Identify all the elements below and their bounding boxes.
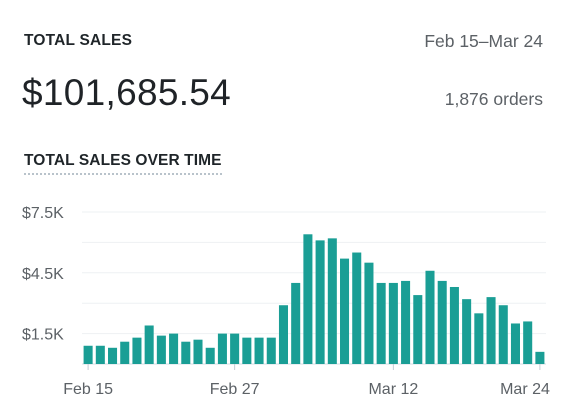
bar[interactable] xyxy=(437,280,447,364)
bar[interactable] xyxy=(474,313,484,364)
bar[interactable] xyxy=(217,333,227,364)
bar[interactable] xyxy=(303,234,313,364)
bar[interactable] xyxy=(523,321,533,364)
bar[interactable] xyxy=(205,347,215,364)
chart-title[interactable]: TOTAL SALES OVER TIME xyxy=(24,152,222,175)
bar[interactable] xyxy=(413,295,423,364)
x-tick-label: Feb 27 xyxy=(210,381,260,398)
bar[interactable] xyxy=(254,337,264,364)
bar[interactable] xyxy=(498,305,508,364)
bar[interactable] xyxy=(327,238,337,364)
orders-count: 1,876 orders xyxy=(444,89,543,109)
bar[interactable] xyxy=(315,240,325,364)
x-tick-label: Mar 12 xyxy=(368,381,418,398)
bar[interactable] xyxy=(95,345,105,364)
bar[interactable] xyxy=(449,286,459,364)
x-tick-label: Feb 15 xyxy=(63,381,113,398)
bar[interactable] xyxy=(108,347,118,364)
bar[interactable] xyxy=(83,345,93,364)
bar[interactable] xyxy=(462,299,472,364)
bar[interactable] xyxy=(535,351,545,364)
y-tick-label: $7.5K xyxy=(22,205,64,222)
bar[interactable] xyxy=(425,270,435,364)
y-tick-label: $1.5K xyxy=(22,327,64,344)
bar[interactable] xyxy=(388,282,398,364)
card-title: TOTAL SALES xyxy=(24,32,133,49)
bar[interactable] xyxy=(352,252,362,364)
bar[interactable] xyxy=(156,335,166,364)
bar[interactable] xyxy=(169,333,179,364)
bar[interactable] xyxy=(510,323,520,364)
bar[interactable] xyxy=(376,282,386,364)
bar[interactable] xyxy=(278,305,288,364)
bar[interactable] xyxy=(193,339,203,364)
bar[interactable] xyxy=(340,258,350,364)
bar[interactable] xyxy=(132,337,142,364)
bar[interactable] xyxy=(364,262,374,364)
bar[interactable] xyxy=(230,333,240,364)
bar[interactable] xyxy=(144,325,154,364)
bar[interactable] xyxy=(291,282,301,364)
bars xyxy=(83,234,545,364)
bar[interactable] xyxy=(401,280,411,364)
date-range[interactable]: Feb 15–Mar 24 xyxy=(424,31,543,51)
bar[interactable] xyxy=(486,297,496,364)
bar[interactable] xyxy=(242,337,252,364)
bar[interactable] xyxy=(120,341,130,364)
total-sales-value: $101,685.54 xyxy=(22,72,232,113)
x-tick-label: Mar 24 xyxy=(500,381,550,398)
y-tick-label: $4.5K xyxy=(22,266,64,283)
y-axis-ticks: $1.5K $4.5K $7.5K xyxy=(22,205,64,344)
bar[interactable] xyxy=(266,337,276,364)
bar[interactable] xyxy=(181,341,191,364)
x-axis-ticks: Feb 15 Feb 27 Mar 12 Mar 24 xyxy=(63,364,550,398)
